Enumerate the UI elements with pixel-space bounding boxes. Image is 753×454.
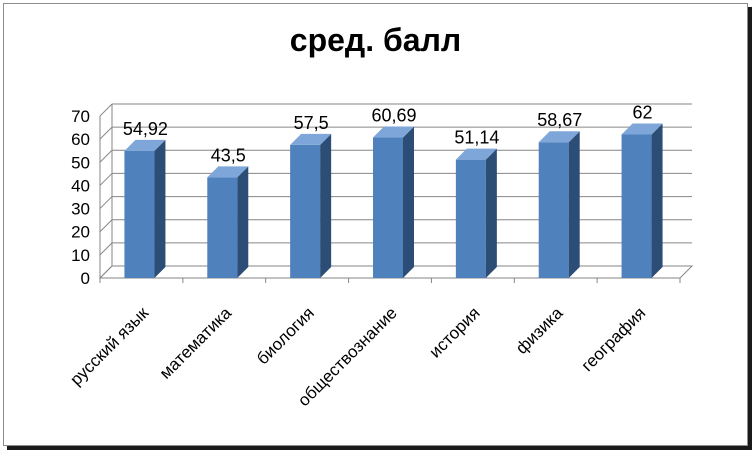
y-tick-label: 20 — [71, 223, 90, 242]
y-tick-label: 50 — [71, 153, 90, 172]
bar-top — [207, 166, 249, 178]
gridline-side — [99, 242, 113, 256]
bar — [207, 177, 238, 278]
y-tick-label: 0 — [81, 269, 90, 288]
bar-side — [485, 148, 497, 278]
bar-top — [124, 139, 166, 151]
data-label: 62 — [633, 103, 653, 123]
bar-top — [373, 126, 414, 138]
y-tick-label: 10 — [71, 246, 90, 265]
gridline-side — [99, 103, 113, 117]
chart-plot: 0 10 20 30 40 50 60 70 54,92 русский язык 43,5 мате… — [66, 103, 694, 410]
category-label: математика — [156, 303, 236, 383]
bar — [290, 144, 321, 278]
bar-top — [538, 131, 580, 143]
category-label: русский язык — [66, 303, 152, 389]
bar — [455, 159, 486, 278]
bar-top — [455, 148, 497, 160]
gridline-side — [99, 173, 113, 186]
bar-top — [621, 123, 663, 135]
category-label: история — [426, 303, 484, 361]
data-label: 51,14 — [454, 128, 499, 148]
bar-side — [320, 133, 332, 278]
y-tick-label: 30 — [71, 200, 90, 219]
data-label: 57,5 — [294, 113, 329, 133]
gridline-side — [99, 196, 113, 209]
chart-frame: сред. балл 0 10 20 30 40 50 60 70 54,92 русский я… — [3, 3, 748, 446]
bar-side — [403, 126, 414, 279]
bar-top — [290, 133, 332, 145]
data-label: 60,69 — [371, 106, 416, 126]
data-label: 43,5 — [211, 145, 246, 165]
data-label: 58,67 — [537, 110, 582, 130]
bar-side — [651, 123, 663, 278]
bar — [621, 134, 652, 278]
data-label: 54,92 — [123, 119, 168, 139]
bar — [538, 142, 569, 278]
gridline-side — [99, 126, 113, 140]
bar-side — [154, 139, 166, 278]
category-label: география — [578, 303, 650, 375]
category-label: биология — [253, 303, 318, 368]
y-tick-label: 70 — [71, 107, 90, 126]
category-label: физика — [512, 303, 567, 358]
bar — [373, 137, 403, 278]
bar-side — [237, 166, 249, 278]
bar — [124, 150, 155, 278]
y-tick-label: 40 — [71, 176, 90, 195]
chart-title: сред. балл — [289, 22, 462, 58]
bar-side — [568, 131, 580, 278]
gridline-side — [99, 149, 113, 163]
y-tick-label: 60 — [71, 130, 90, 149]
gridline-side — [99, 219, 113, 233]
floor — [98, 265, 694, 279]
